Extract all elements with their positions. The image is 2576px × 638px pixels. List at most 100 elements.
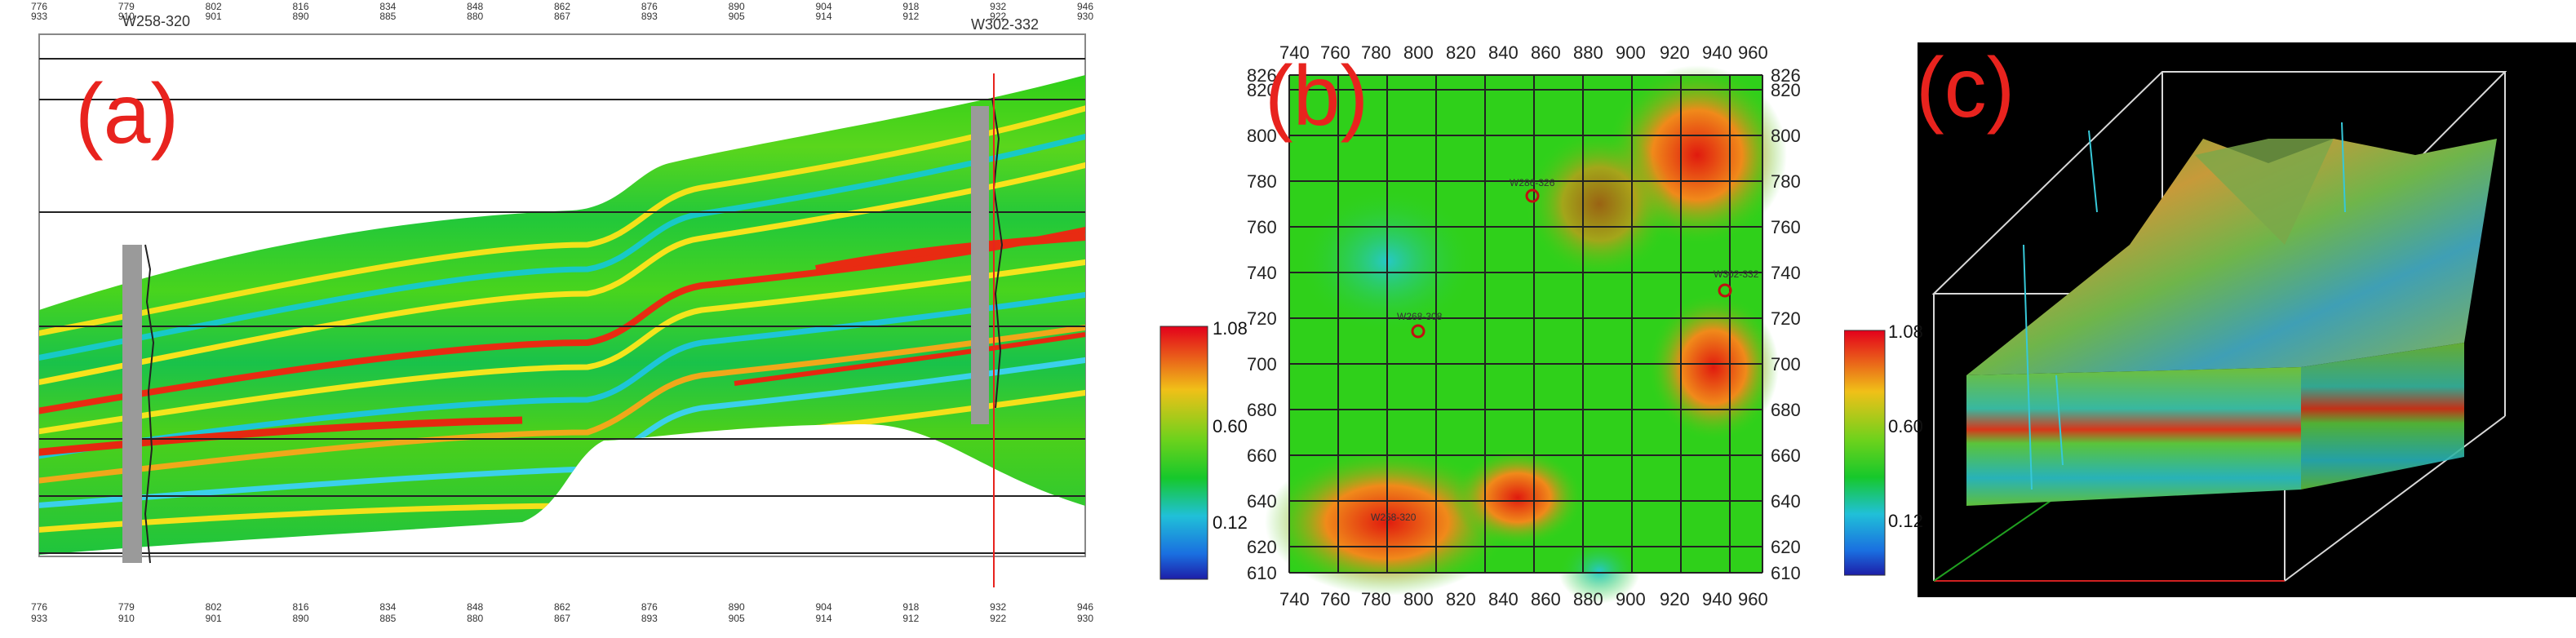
y-tick-right: 700	[1771, 354, 1801, 374]
top-tick-1: 848	[467, 1, 483, 12]
well-left-label: W258-320	[122, 13, 190, 29]
y-tick-right: 720	[1771, 308, 1801, 329]
y-tick: 740	[1247, 263, 1277, 283]
x-tick: 840	[1488, 42, 1519, 63]
y-tick-right: 820	[1771, 80, 1801, 100]
y-tick: 826	[1247, 65, 1277, 86]
bottom-tick-1: 816	[293, 601, 309, 613]
top-tick-1: 802	[206, 1, 222, 12]
3d-volume	[1843, 42, 2576, 597]
top-tick-2: 922	[990, 11, 1006, 22]
bottom-tick-2: 933	[31, 613, 47, 624]
bottom-tick-1: 776	[31, 601, 47, 613]
top-tick-2: 905	[729, 11, 745, 22]
x-tick: 900	[1616, 42, 1646, 63]
panel-c: (c) 1.08 0.60 0.12	[1843, 0, 2576, 634]
time-lines	[39, 58, 1085, 554]
bottom-tick-2: 930	[1077, 613, 1093, 624]
colorbar-mid: 0.60	[1213, 416, 1248, 436]
colorbar-c-labels: 1.08 0.60 0.12	[1888, 321, 1923, 531]
x-tick-bottom: 900	[1616, 589, 1646, 609]
well-label: W268-308	[1397, 311, 1443, 322]
colorbar-b	[1159, 326, 1208, 580]
colorbar-min: 0.12	[1213, 512, 1248, 533]
colorbar-max: 1.08	[1213, 318, 1248, 339]
bottom-tick-1: 904	[816, 601, 832, 613]
section-layers	[39, 103, 1085, 534]
x-tick-bottom: 840	[1488, 589, 1519, 609]
panel-a: (a) W258-320 W302-332	[0, 0, 1142, 634]
well-marker	[1411, 324, 1425, 339]
x-tick-bottom: 780	[1361, 589, 1391, 609]
x-tick: 920	[1660, 42, 1690, 63]
x-tick-bottom: 820	[1446, 589, 1476, 609]
colorbar-c	[1843, 330, 1886, 576]
y-tick: 660	[1247, 445, 1277, 466]
bottom-tick-2: 914	[816, 613, 832, 624]
colorbar-min: 0.12	[1888, 511, 1923, 531]
x-tick-bottom: 760	[1320, 589, 1350, 609]
top-tick-1: 876	[641, 1, 658, 12]
y-tick-right: 760	[1771, 217, 1801, 237]
bottom-tick-2: 890	[293, 613, 309, 624]
panel-b-label: (b)	[1265, 49, 1369, 144]
x-tick: 800	[1403, 42, 1434, 63]
attribute-map: W286-326 W268-308 W302-332 W258-320 740 …	[1159, 42, 1801, 609]
well-marker	[1718, 283, 1732, 298]
bottom-tick-2: 912	[902, 613, 919, 624]
y-tick: 780	[1247, 171, 1277, 192]
x-tick-bottom: 940	[1702, 589, 1732, 609]
panel-c-label: (c)	[1916, 41, 2015, 135]
x-tick: 860	[1531, 42, 1561, 63]
y-tick-right: 640	[1771, 491, 1801, 512]
x-tick-bottom: 860	[1531, 589, 1561, 609]
bottom-tick-2: 885	[379, 613, 396, 624]
map-wells: W286-326 W268-308 W302-332 W258-320	[1371, 177, 1759, 523]
x-tick: 740	[1279, 42, 1310, 63]
top-tick-1: 946	[1077, 1, 1093, 12]
bottom-tick-1: 862	[554, 601, 570, 613]
well-right-label: W302-332	[971, 16, 1039, 33]
map-grid	[1288, 74, 1763, 574]
bottom-tick-1: 890	[729, 601, 745, 613]
well-log-right	[971, 106, 989, 424]
seismic-section: W258-320 W302-332	[31, 1, 1093, 624]
top-tick-1: 890	[729, 1, 745, 12]
y-tick-right: 660	[1771, 445, 1801, 466]
colorbar-max: 1.08	[1888, 321, 1923, 342]
top-tick-1: 779	[118, 1, 135, 12]
x-tick-bottom: 960	[1738, 589, 1768, 609]
bottom-tick-2: 901	[206, 613, 222, 624]
top-tick-2: 910	[118, 11, 135, 22]
bottom-tick-1: 848	[467, 601, 483, 613]
y-tick: 620	[1247, 537, 1277, 557]
bottom-tick-2: 880	[467, 613, 483, 624]
y-tick-right: 680	[1771, 400, 1801, 420]
panel-b: (b)	[1142, 0, 1877, 634]
volume-top	[1966, 139, 2497, 375]
top-tick-1: 904	[816, 1, 832, 12]
top-tick-2: 890	[293, 11, 309, 22]
y-tick-right: 620	[1771, 537, 1801, 557]
y-tick: 760	[1247, 217, 1277, 237]
bottom-tick-2: 922	[990, 613, 1006, 624]
top-tick-1: 862	[554, 1, 570, 12]
y-tick: 700	[1247, 354, 1277, 374]
well-log-left	[122, 245, 142, 563]
top-tick-1: 918	[902, 1, 919, 12]
top-tick-1: 834	[379, 1, 396, 12]
x-tick: 960	[1738, 42, 1768, 63]
panel-a-label: (a)	[75, 67, 180, 162]
x-tick: 820	[1446, 42, 1476, 63]
y-tick-right: 826	[1771, 65, 1801, 86]
volume-front	[1966, 367, 2301, 506]
top-tick-2: 933	[31, 11, 47, 22]
top-tick-2: 867	[554, 11, 570, 22]
well-marker	[1525, 188, 1540, 203]
bottom-tick-1: 918	[902, 601, 919, 613]
y-tick-right: 740	[1771, 263, 1801, 283]
top-tick-2: 912	[902, 11, 919, 22]
volume-side	[2301, 343, 2464, 490]
bottom-tick-1: 779	[118, 601, 135, 613]
well-label: W258-320	[1371, 512, 1417, 523]
